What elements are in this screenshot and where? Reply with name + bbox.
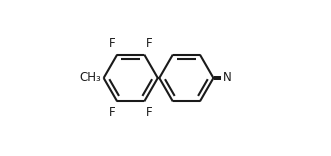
Text: CH₃: CH₃: [79, 71, 101, 85]
Text: F: F: [109, 37, 115, 50]
Text: F: F: [146, 37, 153, 50]
Text: F: F: [146, 106, 153, 119]
Text: N: N: [222, 71, 231, 85]
Text: F: F: [109, 106, 115, 119]
